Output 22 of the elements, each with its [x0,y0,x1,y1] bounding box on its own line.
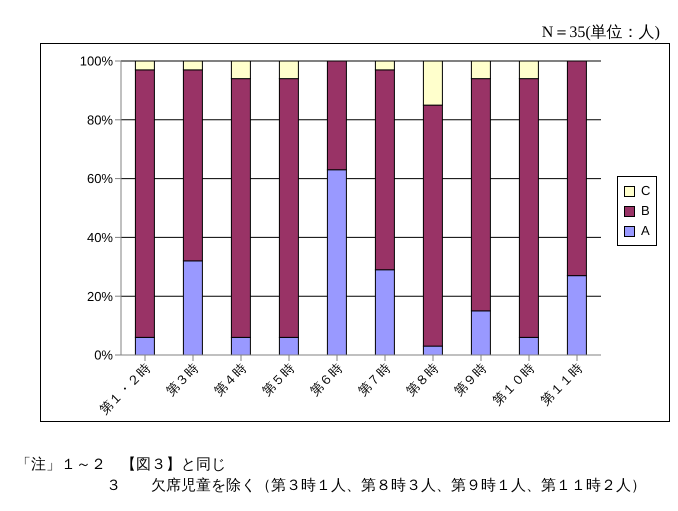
x-tick-label: 第３時 [162,360,202,399]
y-tick-label: 0% [94,348,114,363]
y-tick-label: 40% [86,230,114,246]
x-tick-label: 第６時 [306,360,346,399]
legend-label: B [641,202,650,220]
x-tick-label: 第５時 [258,360,298,399]
x-tick-label: 第７時 [354,360,394,399]
x-tick-label: 第９時 [450,360,490,399]
y-tick-label: 60% [86,171,114,186]
legend-label: A [641,222,650,240]
x-tick-label: 第８時 [402,360,442,399]
x-tick-label: 第１・２時 [96,360,154,418]
y-tick-label: 20% [86,288,114,304]
chart-subtitle: N＝35(単位：人) [542,23,660,43]
y-tick-label: 80% [86,112,114,128]
x-tick-label: 第１０時 [490,360,538,408]
text: ３ 欠席児童を除く（第３時１人、第８時３人、第９時１人、第１１時２人） [105,476,646,496]
y-tick-label: 100% [80,54,114,69]
x-tick-label: 第４時 [210,360,250,399]
text: 「注」１～２ 【図３】と同じ [16,456,227,475]
x-tick-label: 第１１時 [538,360,586,408]
legend-label: C [641,182,650,200]
